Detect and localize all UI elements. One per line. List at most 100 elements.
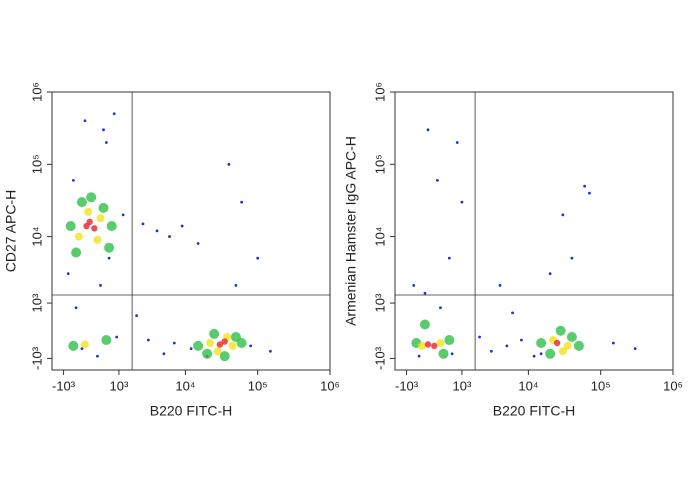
data-point [234,284,238,287]
data-point [141,222,145,226]
data-point [532,354,536,358]
data-point [101,335,112,346]
y-axis-title: Armenian Hamster IgG APC-H [343,136,359,326]
data-point [417,341,426,350]
data-point [80,340,89,349]
plot-frame [51,91,331,371]
data-point [93,235,102,244]
data-point [71,178,75,182]
data-point [146,338,150,342]
data-point [196,242,200,245]
data-point [240,200,244,204]
data-point [566,332,577,343]
data-point [548,272,552,276]
data-point [426,128,430,132]
y-tick-label: 10⁵ [372,154,387,174]
data-point [460,200,464,204]
x-tick-label: -10³ [52,378,76,393]
data-point [74,232,83,241]
data-point [104,141,108,144]
data-point [65,221,76,232]
data-point [189,347,193,351]
data-point [439,306,442,310]
y-tick-label: 10⁶ [29,82,44,102]
x-axis-title: B220 FITC-H [493,403,575,419]
y-tick-label: 10⁶ [372,82,387,102]
data-point [520,338,523,342]
x-tick-label: 10⁵ [248,378,268,393]
data-point [202,348,213,359]
data-point [539,352,543,356]
data-point [68,340,79,351]
data-point [436,339,445,348]
data-point [230,332,241,343]
data-point [435,178,439,182]
data-point [115,335,119,339]
data-point [86,218,93,226]
y-axis-title: CD27 APC-H [3,190,19,272]
data-point [155,229,159,233]
data-point [558,347,567,356]
data-point [228,341,237,350]
data-point [71,247,82,258]
data-point [536,338,547,349]
data-point [256,256,260,260]
data-point [168,235,171,238]
data-point [106,221,117,232]
data-point [555,325,566,336]
data-point [417,354,421,358]
data-point [206,339,215,348]
data-point [447,256,451,260]
data-point [135,314,138,318]
data-point [633,347,637,351]
data-point [511,311,514,315]
data-point [193,340,204,351]
data-point [505,344,509,348]
data-point [221,338,228,345]
x-tick-label: 10⁴ [175,378,195,393]
data-point [112,112,116,116]
data-point [96,214,105,223]
data-point [444,335,455,346]
y-tick-label: 10⁴ [372,227,387,247]
x-tick-label: -10³ [395,378,419,393]
data-point [553,339,561,347]
y-tick-label: -10³ [372,346,387,370]
x-tick-label: 10⁵ [591,378,611,393]
data-point [209,328,220,339]
data-point [455,141,459,144]
data-point [450,352,454,356]
data-point [102,128,105,132]
data-point [423,291,427,295]
data-point [96,354,99,358]
data-point [412,284,416,287]
data-point [91,225,98,232]
x-tick-label: 10³ [110,378,129,393]
data-point [76,197,87,208]
data-point [424,341,432,348]
data-point [563,341,572,350]
data-point [74,306,78,310]
data-point [227,162,231,166]
y-tick-label: 10⁴ [29,227,44,247]
data-point [180,224,184,228]
plot-frame [394,91,674,371]
data-point [249,344,253,348]
data-point [438,348,449,359]
data-point [66,272,70,276]
data-point [588,191,591,195]
x-axis-title: B220 FITC-H [150,403,232,419]
data-point [104,242,115,253]
data-point [570,256,574,260]
data-point [478,335,481,339]
data-point [162,352,166,356]
data-point [489,349,493,353]
x-tick-label: 10⁴ [518,378,538,393]
data-point [219,351,230,362]
data-point [573,340,584,351]
data-point [83,119,87,123]
data-point [545,348,556,359]
data-point [84,207,93,216]
data-point [419,319,430,330]
